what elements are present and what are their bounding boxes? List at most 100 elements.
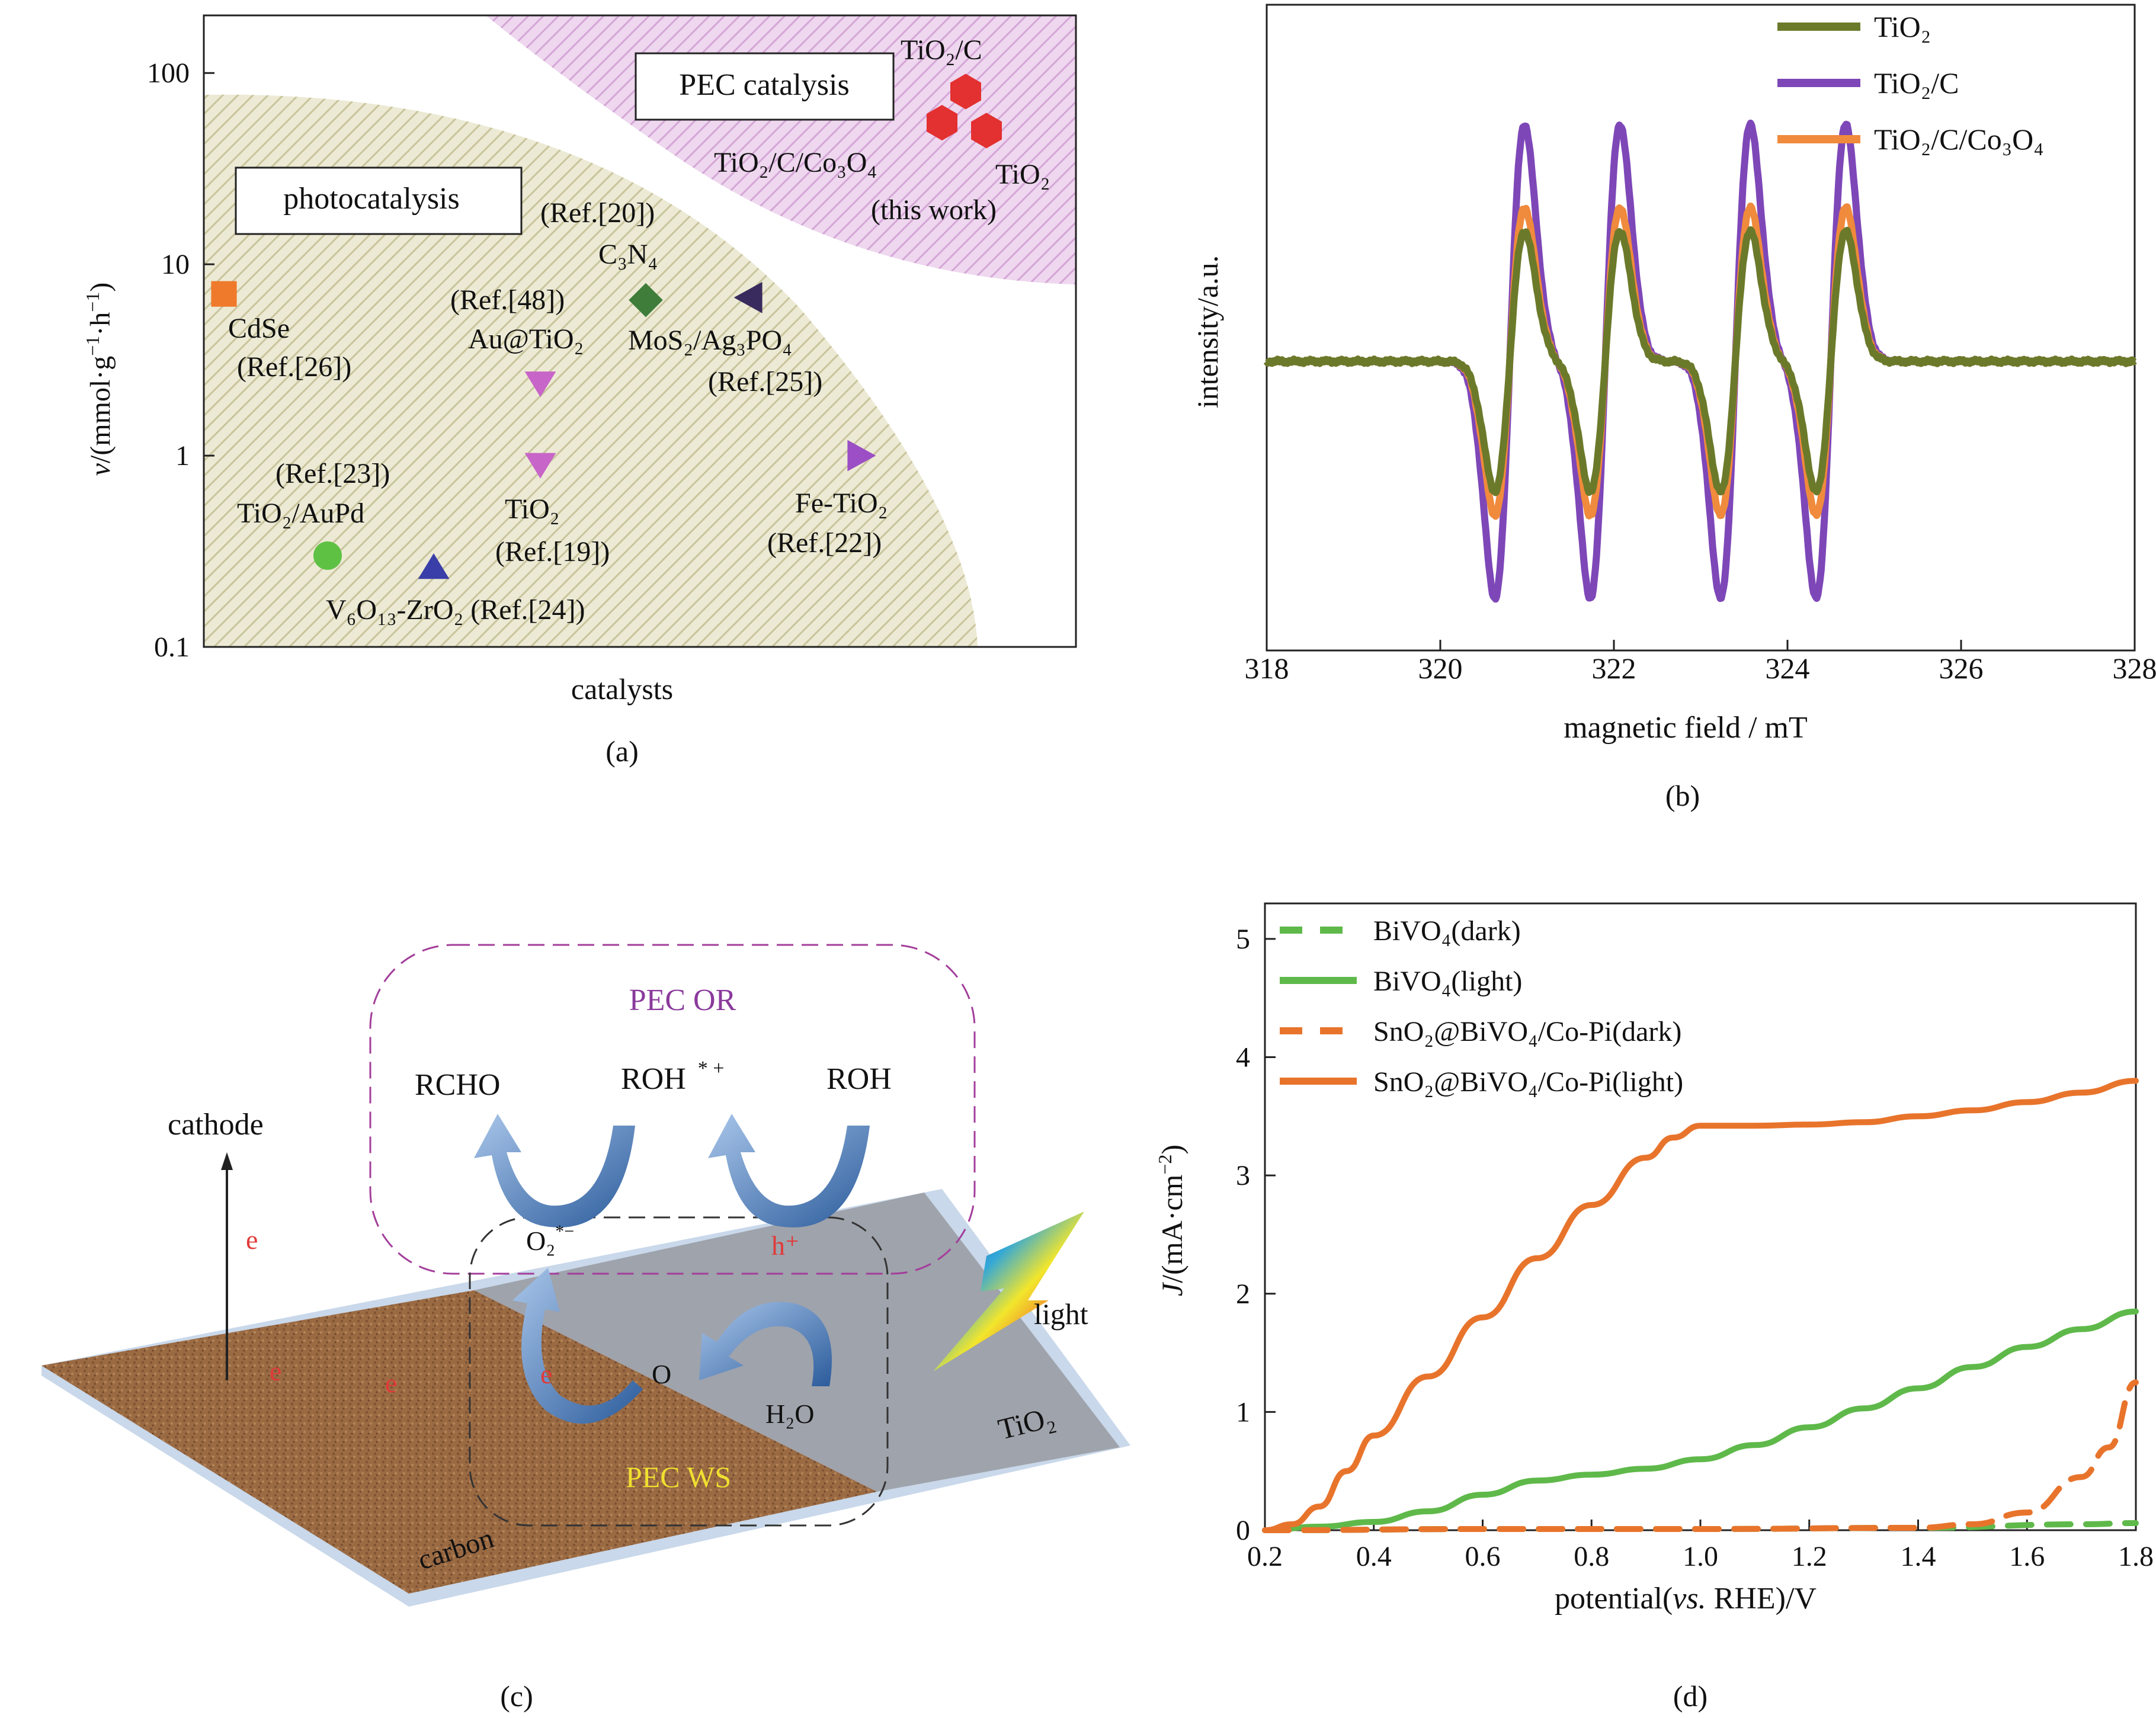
y-tick-label: 0.1 [154,632,190,663]
o-label: O [652,1359,671,1389]
h2o-label: H₂O [765,1399,814,1429]
x-tick-label: 326 [1939,652,1984,685]
ws-arrow-left [512,1268,643,1424]
cathode-arrowhead [221,1152,233,1170]
pec-or-region [369,944,976,1275]
y-tick-label: 100 [147,57,190,89]
or-arrow-left [474,1114,635,1227]
ti-this-label: TiO₂ [995,159,1050,190]
tio2-layer [474,1193,1120,1492]
cathode-label: cathode [168,1108,264,1142]
aupd-ref-label: (Ref.[23]) [275,458,390,489]
lightning-icon [933,1211,1084,1371]
panel-d-chart: 0.2 0.4 0.6 0.8 1.0 1.2 1.4 1.6 1.8 0 1 2 3 4 5 J/(mA·… [1154,902,2154,1713]
panel-b-label: (b) [1665,779,1700,812]
x-tick-label: 1.0 [1683,1541,1718,1572]
x-tick-label: 324 [1766,652,1810,685]
roh-radical-label: ROH * + [621,1057,724,1096]
electron-label-1: e [246,1225,258,1255]
legend-label-tio2-c: TiO₂/C [1874,66,1959,100]
photocatalysis-box [235,166,523,235]
fe-label: Fe-TiO₂ [795,488,888,519]
y-tick-label: 5 [1236,924,1250,955]
c3n4-label: C₃N₄ [598,239,658,270]
panel-b-legend: TiO₂ TiO₂/C TiO₂/C/Co₃O₄ [1777,10,2044,156]
legend-label-bivo4-light: BiVO₄(light) [1373,966,1522,997]
series-sno2-bivo4-co-pi-light [1262,1078,2139,1533]
roh-label: ROH [826,1062,892,1096]
panel-a-point-labels: CdSe (Ref.[26]) (Ref.[23]) TiO₂/AuPd V₆O… [228,34,1050,626]
x-tick-label: 0.6 [1465,1541,1501,1572]
x-tick-label: 322 [1592,652,1636,685]
panel-b-ylabel: intensity/a.u. [1191,255,1224,408]
aupd-label: TiO₂/AuPd [237,498,364,529]
tio2-ref19-name: TiO₂ [505,493,559,525]
light-label: light [1034,1297,1088,1331]
marker-tio2-aupd-ref-23 [313,541,342,570]
marker-v6o13-zro2-ref-24 [418,553,450,579]
legend-label-tio2-c-co3o4: TiO₂/C/Co₃O₄ [1874,123,2044,156]
y-tick-label: 4 [1236,1042,1250,1073]
series-tio2 [1263,226,2138,496]
vzr-label: V₆O₁₃-ZrO₂ (Ref.[24]) [326,594,585,626]
legend-label-tio2: TiO₂ [1874,10,1931,43]
panel-b-xlabel: magnetic field / mT [1564,711,1808,745]
marker-cdse-ref-26 [211,281,237,307]
panel-b-series [1263,119,2138,603]
y-tick-label: 10 [161,249,190,280]
pec-ws-label: PEC WS [626,1460,731,1493]
x-tick-label: 1.8 [2118,1541,2154,1572]
panel-d-xlabel: potential(vs. RHE)/V [1555,1582,1817,1616]
x-tick-label: 0.8 [1574,1541,1609,1572]
panel-d-ylabel: J/(mA·cm−2) [1154,1145,1188,1296]
panel-b-x-axis: 318 320 322 324 326 328 [1245,640,2156,685]
pec-ws-region [469,1216,889,1527]
panel-d-frame [1264,902,2137,1531]
x-tick-label: 0.4 [1356,1541,1392,1572]
pec-region [486,15,1076,284]
panel-a-markers [211,73,1002,579]
x-tick-label: 1.4 [1901,1541,1936,1572]
electron-label-3: e [385,1368,397,1398]
marker-fe-tio2-ref-22 [847,440,876,472]
series-bivo4-light [1262,1308,2139,1533]
panel-d-label: (d) [1673,1679,1707,1713]
cdse-label: CdSe [228,313,290,344]
panel-d-series [1262,1078,2139,1533]
marker-tio2-this-work [971,113,1002,149]
panel-d-axes: 0.2 0.4 0.6 0.8 1.0 1.2 1.4 1.6 1.8 0 1 2 3 4 5 [1236,924,2154,1572]
electron-label-4: e [540,1359,552,1389]
tio2-ref19-label: (Ref.[19]) [495,536,610,568]
y-tick-label: 3 [1236,1160,1250,1191]
pec-catalysis-box [635,52,895,121]
c3n4-ref-label: (Ref.[20]) [540,197,655,229]
marker-au-tio2-ref-48 [524,371,556,398]
ws-arrow-right [699,1302,832,1386]
legend-label-bivo4-dark: BiVO₄(dark) [1373,915,1521,947]
electron-label-2: e [270,1356,281,1386]
panel-c-label: (c) [500,1679,533,1713]
h-plus-label: h⁺ [771,1230,799,1261]
photocatalysis-label: photocatalysis [283,182,460,216]
x-tick-label: 1.2 [1792,1541,1827,1572]
cdse-ref-label: (Ref.[26]) [237,351,351,383]
o2-radical-label: O₂*− [526,1222,574,1256]
y-tick-label: 1 [175,440,190,472]
y-tick-label: 1 [1236,1396,1250,1428]
au-label: Au@TiO₂ [468,323,584,355]
panel-c-diagram: carbon TiO₂ PEC OR PEC WS RCHO ROH * + RO… [41,944,1130,1713]
legend-label-sno2-bivo4-co-pi-light: SnO₂@BiVO₄/Co-Pi(light) [1373,1066,1683,1098]
panel-a-chart: 0.1 1 10 100 v/(mmol·g−1·h−1) catalysts (a)… [82,14,1077,768]
carbon-layer [41,1290,877,1594]
panel-a-y-axis: 0.1 1 10 100 [147,57,214,663]
panel-a-label: (a) [606,735,639,768]
this-work-label: (this work) [871,194,997,226]
x-tick-label: 320 [1418,652,1463,685]
x-tick-label: 328 [2113,652,2156,685]
panel-d-legend: BiVO₄(dark) BiVO₄(light) SnO₂@BiVO₄/Co-Pi(… [1280,915,1683,1098]
tic-label: TiO₂/C [901,34,982,66]
ticco-label: TiO₂/C/Co₃O₄ [714,147,877,178]
x-tick-label: 318 [1245,652,1289,685]
